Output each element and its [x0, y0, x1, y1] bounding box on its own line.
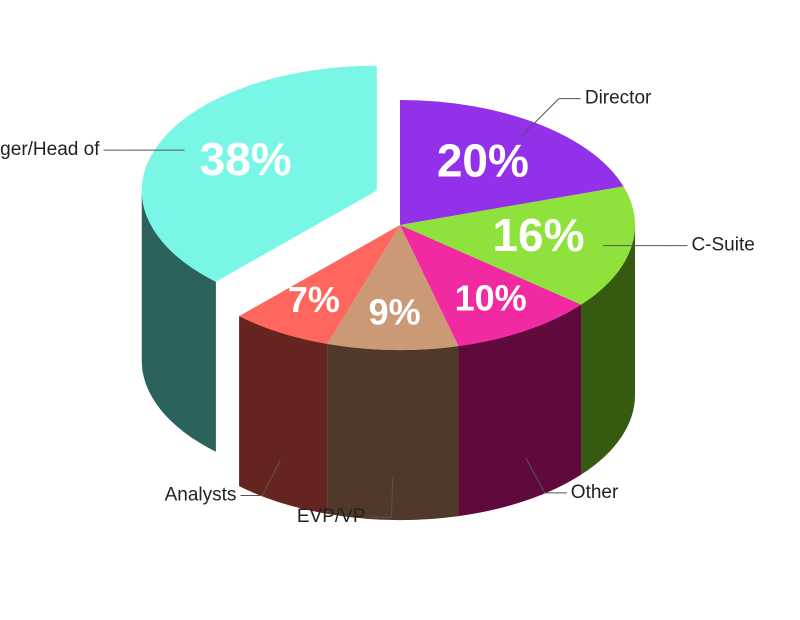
- leader-line: [525, 457, 546, 494]
- leader-line: [261, 459, 281, 496]
- category-label: Other: [571, 482, 619, 503]
- slice: [327, 225, 459, 350]
- slice-side-shade: [239, 316, 328, 514]
- value-label: 20%: [437, 134, 529, 186]
- value-label: 38%: [200, 133, 292, 185]
- slice: [400, 186, 635, 305]
- slice: [400, 225, 582, 347]
- value-label: 9%: [369, 291, 421, 332]
- category-label: Manager/Head of: [0, 139, 100, 160]
- leader-line: [521, 98, 560, 137]
- slice-side-shade: [458, 304, 582, 517]
- value-label: 16%: [492, 209, 584, 261]
- slice-side-shade: [327, 343, 459, 521]
- category-label: Analysts: [165, 485, 237, 506]
- value-label: 7%: [288, 279, 340, 320]
- value-label: 10%: [455, 278, 527, 319]
- category-label: C-Suite: [691, 235, 754, 256]
- slice-side-shade: [141, 190, 216, 452]
- category-label: EVP/VP: [297, 506, 366, 527]
- slice: [141, 65, 377, 282]
- slice: [239, 225, 400, 344]
- category-label: Director: [585, 88, 652, 109]
- slice-side-shade: [581, 225, 635, 475]
- slice: [400, 100, 624, 225]
- leader-line: [391, 477, 394, 518]
